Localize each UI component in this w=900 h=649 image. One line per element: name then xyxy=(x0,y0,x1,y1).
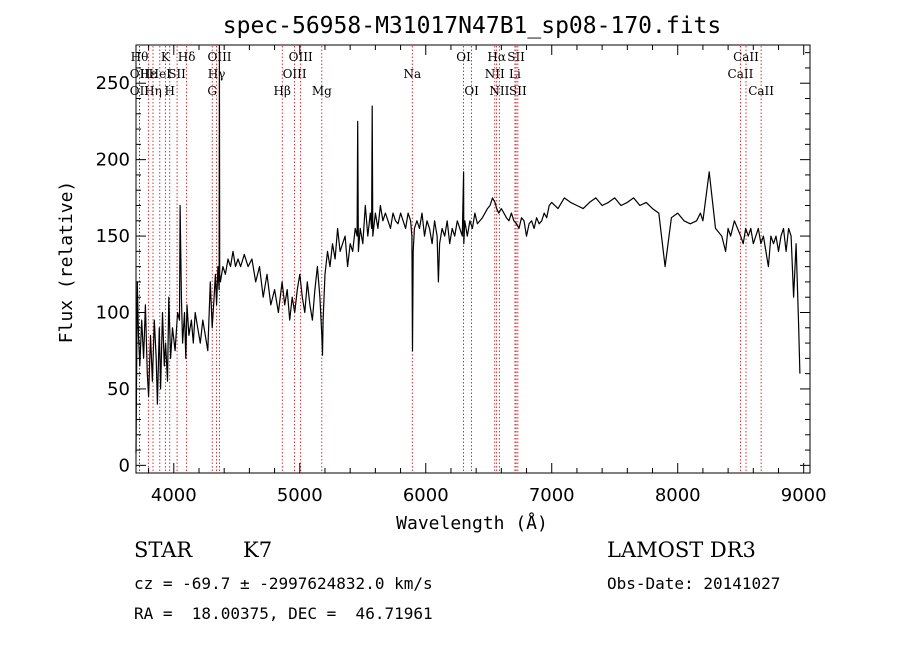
line-marker-label-8-0: Hδ xyxy=(178,50,196,64)
line-marker-label-23-0: Li xyxy=(509,67,521,81)
line-marker-label-22-0: SII xyxy=(507,50,525,64)
y-axis-label: Flux (relative) xyxy=(56,181,77,344)
y-tick-label-100: 100 xyxy=(96,303,130,324)
chart-title: spec-56958-M31017N47B1_sp08-170.fits xyxy=(223,13,722,39)
line-marker-label-25-0: CaII xyxy=(728,67,754,81)
line-markers: HθOIIOIIHεHηHeIKHSIIHδGHγOIIIHβOIIIOIIIM… xyxy=(130,46,774,472)
line-marker-label-14-0: OIII xyxy=(289,50,313,64)
line-marker-label-21-0: NII xyxy=(489,84,509,98)
coordinates: RA = 18.00375, DEC = 46.71961 xyxy=(134,604,433,623)
line-marker-label-27-0: CaII xyxy=(748,84,774,98)
line-marker-label-13-0: OIII xyxy=(283,67,307,81)
x-tick-label-5000: 5000 xyxy=(277,485,323,506)
line-marker-label-9-0: G xyxy=(207,84,217,98)
object-class: STAR xyxy=(134,538,193,562)
spectrum-layer xyxy=(135,44,801,454)
x-tick-label-8000: 8000 xyxy=(655,485,701,506)
y-tick-label-50: 50 xyxy=(107,379,130,400)
line-marker-label-1-1: OII xyxy=(130,84,150,98)
x-axis: 4000 5000 6000 7000 8000 9000 xyxy=(148,45,827,506)
survey-label: LAMOST DR3 xyxy=(607,538,756,562)
line-marker-label-3-0: Hη xyxy=(144,84,162,98)
y-tick-label-0: 0 xyxy=(119,455,130,476)
plot-frame xyxy=(135,44,811,474)
x-tick-label-7000: 7000 xyxy=(529,485,575,506)
object-subclass: K7 xyxy=(243,538,273,562)
line-marker-label-5-0: K xyxy=(161,50,171,64)
y-tick-label-200: 200 xyxy=(96,150,130,171)
x-tick-label-4000: 4000 xyxy=(151,485,197,506)
redshift-info: cz = -69.7 ± -2997624832.0 km/s xyxy=(134,574,433,593)
line-marker-label-17-0: OI xyxy=(456,50,471,64)
line-marker-label-1-0: OII xyxy=(130,67,150,81)
line-marker-label-15-0: Mg xyxy=(312,84,332,98)
x-tick-label-6000: 6000 xyxy=(403,485,449,506)
y-axis: 0 50 100 150 200 250 xyxy=(96,52,810,476)
x-tick-label-9000: 9000 xyxy=(781,485,827,506)
line-marker-label-16-0: Na xyxy=(403,67,421,81)
line-marker-label-26-0: CaII xyxy=(733,50,759,64)
line-marker-label-12-0: Hβ xyxy=(274,84,291,98)
x-axis-label: Wavelength (Å) xyxy=(396,512,548,534)
line-marker-label-18-0: OI xyxy=(464,84,479,98)
line-marker-label-10-0: Hγ xyxy=(208,67,226,81)
obs-date: Obs-Date: 20141027 xyxy=(607,574,781,593)
spectrum-line xyxy=(135,44,801,454)
line-marker-label-19-0: NII xyxy=(485,67,505,81)
y-tick-label-250: 250 xyxy=(96,73,130,94)
line-marker-label-24-0: SII xyxy=(509,84,527,98)
line-marker-label-7-0: SII xyxy=(168,67,186,81)
line-marker-label-20-0: Hα xyxy=(487,50,506,64)
line-marker-label-6-0: H xyxy=(165,84,175,98)
line-marker-label-2-0: Hε xyxy=(140,67,157,81)
y-tick-label-150: 150 xyxy=(96,226,130,247)
